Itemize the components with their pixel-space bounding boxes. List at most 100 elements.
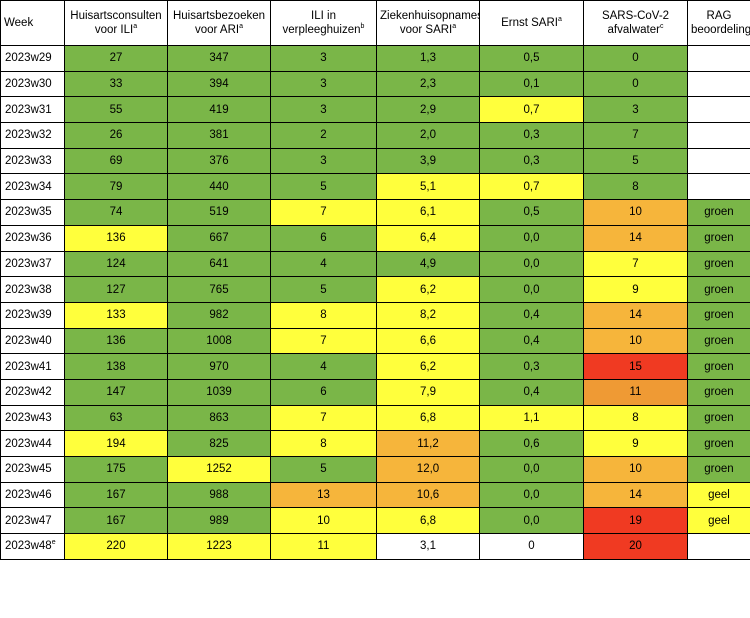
- sars-cov-2-wastewater-cell: 11: [583, 378, 688, 406]
- sari-severity-cell: 1,1: [479, 404, 584, 432]
- ili-nursing-homes-cell: 3: [270, 96, 377, 124]
- footnote-marker: a: [133, 23, 138, 31]
- header-label: Ziekenhuisopnames voor SARI: [380, 9, 480, 36]
- ili-consults-cell: 69: [64, 147, 168, 175]
- ari-visits-cell: 381: [167, 122, 271, 149]
- ili-nursing-homes-cell: 3: [270, 147, 377, 175]
- ili-consults-cell: 26: [64, 122, 168, 149]
- rag-assessment-cell: [687, 147, 750, 175]
- table-row: 2023w37 124 641 4 4,9 0,0 7 groen: [0, 250, 750, 278]
- sars-cov-2-wastewater-cell: 10: [583, 327, 688, 355]
- rag-assessment-cell: [687, 122, 750, 149]
- header-label: Huisartsbezoeken voor ARI: [172, 9, 266, 36]
- sari-severity-cell: 0,0: [479, 276, 584, 303]
- ari-visits-cell: 440: [167, 173, 271, 201]
- header-week: Week: [0, 0, 65, 46]
- header-rag-assessment: RAG beoordeling: [687, 0, 750, 46]
- week-cell: 2023w42: [0, 378, 65, 406]
- header-ari-visits: Huisartsbezoeken voor ARIa: [167, 0, 271, 46]
- ari-visits-cell: 989: [167, 507, 271, 535]
- table-row: 2023w46 167 988 13 10,6 0,0 14 geel: [0, 481, 750, 509]
- sars-cov-2-wastewater-cell: 3: [583, 96, 688, 124]
- ari-visits-cell: 519: [167, 199, 271, 226]
- header-sari-severity: Ernst SARIa: [479, 0, 584, 46]
- rag-assessment-cell: groen: [687, 224, 750, 252]
- rag-assessment-cell: [687, 173, 750, 201]
- table-row: 2023w32 26 381 2 2,0 0,3 7: [0, 122, 750, 149]
- rag-assessment-cell: groen: [687, 456, 750, 483]
- week-cell: 2023w44: [0, 430, 65, 457]
- week-cell: 2023w32: [0, 122, 65, 149]
- sars-cov-2-wastewater-cell: 19: [583, 507, 688, 535]
- ili-consults-cell: 33: [64, 70, 168, 98]
- week-label: 2023w42: [5, 386, 52, 399]
- footnote-marker: a: [239, 23, 243, 31]
- sari-severity-cell: 0,7: [479, 173, 584, 201]
- ari-visits-cell: 667: [167, 224, 271, 252]
- week-label: 2023w48: [5, 540, 52, 553]
- footnote-marker: a: [557, 15, 562, 23]
- sars-cov-2-wastewater-cell: 8: [583, 404, 688, 432]
- sari-severity-cell: 0,0: [479, 224, 584, 252]
- rag-assessment-cell: groen: [687, 404, 750, 432]
- sari-admissions-cell: 11,2: [376, 430, 480, 457]
- ili-nursing-homes-cell: 5: [270, 276, 377, 303]
- header-ili-nursing-homes: ILI in verpleeghuizenb: [270, 0, 377, 46]
- ili-consults-cell: 79: [64, 173, 168, 201]
- sari-severity-cell: 0,3: [479, 353, 584, 380]
- rag-assessment-cell: [687, 45, 750, 72]
- sari-admissions-cell: 4,9: [376, 250, 480, 278]
- week-label: 2023w38: [5, 283, 52, 296]
- ili-nursing-homes-cell: 7: [270, 404, 377, 432]
- ari-visits-cell: 347: [167, 45, 271, 72]
- ili-consults-cell: 27: [64, 45, 168, 72]
- rag-assessment-cell: [687, 96, 750, 124]
- ili-nursing-homes-cell: 8: [270, 301, 377, 329]
- week-cell: 2023w41: [0, 353, 65, 380]
- ili-consults-cell: 167: [64, 481, 168, 509]
- week-cell: 2023w38: [0, 276, 65, 303]
- header-ili-consults: Huisartsconsulten voor ILIa: [64, 0, 168, 46]
- sari-admissions-cell: 6,2: [376, 353, 480, 380]
- ari-visits-cell: 765: [167, 276, 271, 303]
- ili-nursing-homes-cell: 11: [270, 533, 377, 560]
- rag-assessment-cell: [687, 70, 750, 98]
- ili-nursing-homes-cell: 13: [270, 481, 377, 509]
- ili-nursing-homes-cell: 6: [270, 224, 377, 252]
- sari-severity-cell: 0,3: [479, 147, 584, 175]
- rag-assessment-cell: groen: [687, 378, 750, 406]
- ili-nursing-homes-cell: 5: [270, 456, 377, 483]
- sars-cov-2-wastewater-cell: 0: [583, 45, 688, 72]
- rag-assessment-cell: groen: [687, 301, 750, 329]
- ili-consults-cell: 55: [64, 96, 168, 124]
- table-row: 2023w31 55 419 3 2,9 0,7 3: [0, 96, 750, 124]
- footnote-marker: a: [452, 23, 457, 31]
- week-label: 2023w47: [5, 514, 52, 527]
- sars-cov-2-wastewater-cell: 14: [583, 481, 688, 509]
- header-label: ILI in verpleeghuizen: [282, 9, 361, 36]
- ili-nursing-homes-cell: 2: [270, 122, 377, 149]
- ili-consults-cell: 147: [64, 378, 168, 406]
- week-label: 2023w29: [5, 52, 52, 65]
- sari-severity-cell: 0,0: [479, 481, 584, 509]
- table-row: 2023w41 138 970 4 6,2 0,3 15 groen: [0, 353, 750, 380]
- sars-cov-2-wastewater-cell: 20: [583, 533, 688, 560]
- sari-severity-cell: 0,0: [479, 507, 584, 535]
- sars-cov-2-wastewater-cell: 10: [583, 199, 688, 226]
- sari-admissions-cell: 2,3: [376, 70, 480, 98]
- sari-admissions-cell: 6,4: [376, 224, 480, 252]
- table-row: 2023w30 33 394 3 2,3 0,1 0: [0, 70, 750, 98]
- ari-visits-cell: 825: [167, 430, 271, 457]
- footnote-marker: b: [360, 23, 365, 31]
- rag-assessment-cell: geel: [687, 481, 750, 509]
- sari-severity-cell: 0,7: [479, 96, 584, 124]
- ili-nursing-homes-cell: 5: [270, 173, 377, 201]
- week-cell: 2023w39: [0, 301, 65, 329]
- week-label: 2023w45: [5, 463, 52, 476]
- ili-consults-cell: 194: [64, 430, 168, 457]
- ari-visits-cell: 1008: [167, 327, 271, 355]
- ari-visits-cell: 376: [167, 147, 271, 175]
- header-row: Week Huisartsconsulten voor ILIa Huisartsb…: [0, 0, 750, 46]
- week-cell: 2023w46: [0, 481, 65, 509]
- rag-assessment-cell: groen: [687, 327, 750, 355]
